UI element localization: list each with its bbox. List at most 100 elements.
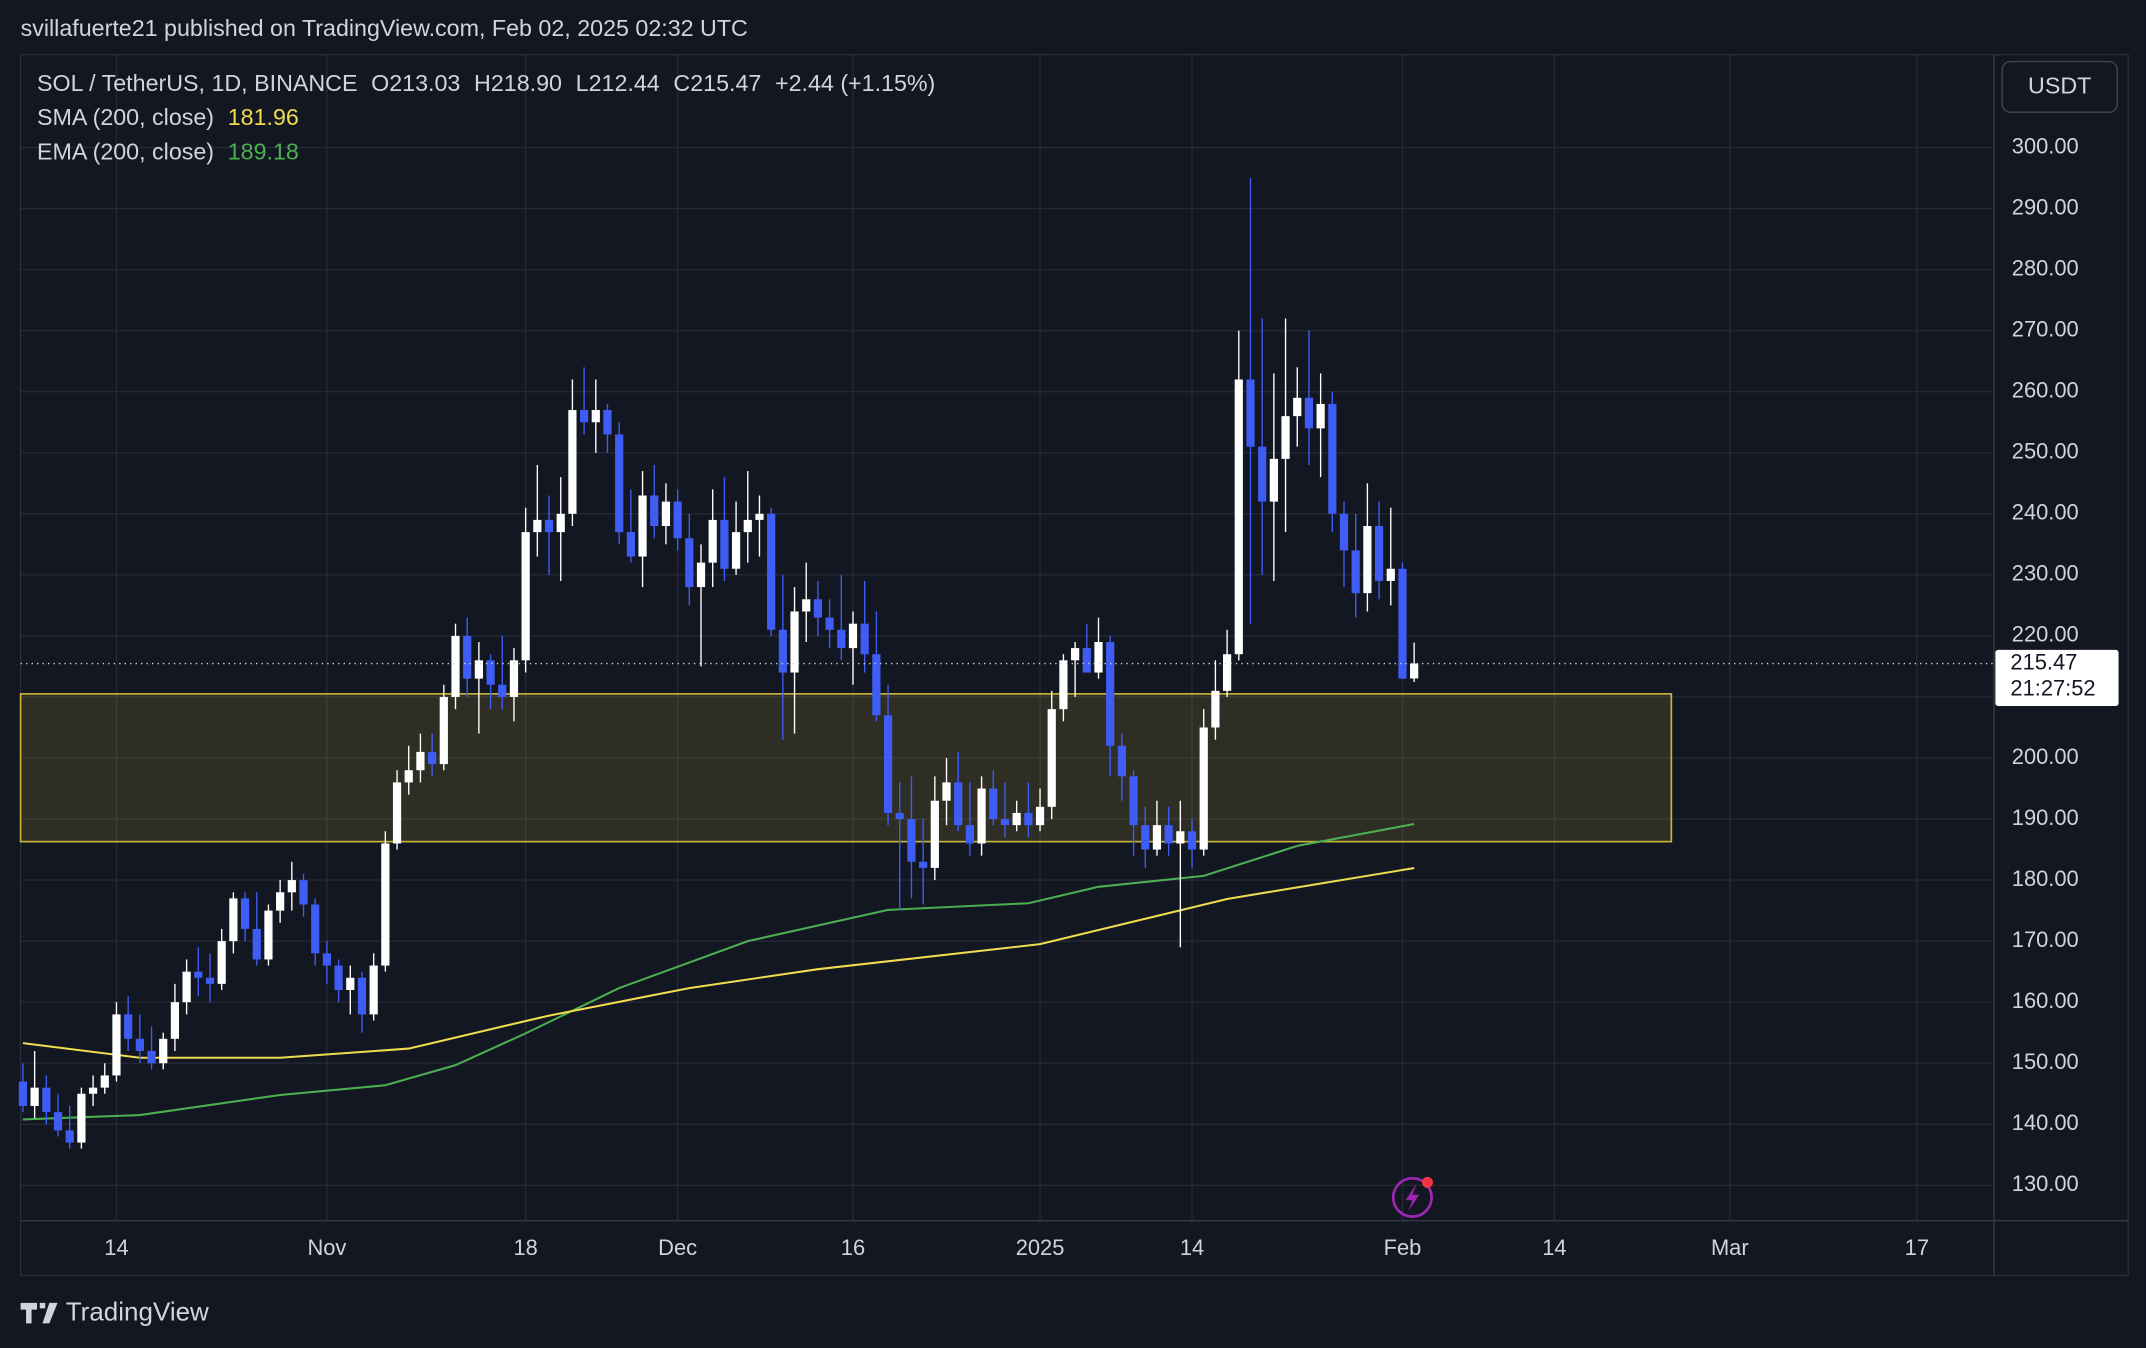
countdown: 21:27:52	[2010, 675, 2095, 700]
candle-body	[1374, 526, 1384, 581]
candle-body	[463, 635, 472, 679]
candle-body	[182, 971, 191, 1003]
candle-body	[416, 751, 425, 771]
candle-body	[124, 1014, 133, 1039]
candle-body	[1059, 660, 1068, 710]
candle-body	[954, 782, 963, 826]
candle-body	[837, 629, 846, 649]
currency[interactable]: USDT	[2028, 73, 2091, 99]
candle-body	[1293, 397, 1302, 417]
candle-body	[1234, 379, 1243, 655]
indicator-line	[22, 822, 1415, 1121]
support-zone	[19, 693, 1673, 843]
candle-body	[615, 434, 624, 533]
candle-body	[1351, 550, 1360, 594]
candle-body	[1129, 776, 1138, 826]
candle-body	[498, 684, 507, 697]
candle-body	[1071, 648, 1080, 661]
y-tick-label: 240.00	[2012, 500, 2079, 525]
y-tick-label: 180.00	[2012, 866, 2079, 891]
candle-body	[1094, 642, 1103, 673]
candle-body	[252, 928, 261, 960]
candle-body	[486, 660, 495, 685]
candle-body	[1035, 806, 1045, 826]
candle-body	[1199, 727, 1208, 850]
candle-body	[1024, 812, 1033, 826]
candle-body	[346, 977, 355, 990]
candle-body	[1176, 831, 1185, 844]
candle-body	[1164, 825, 1173, 844]
frame	[19, 54, 2129, 1277]
ohlc-label: L	[576, 70, 589, 96]
candle-body	[1398, 568, 1407, 679]
candle-body	[743, 519, 752, 533]
ohlc-value: 213.03	[389, 70, 460, 96]
y-tick-label: 300.00	[2012, 133, 2079, 158]
legend-name: EMA (200, close)	[37, 138, 214, 164]
candle-body	[544, 519, 554, 533]
candle-body	[895, 812, 904, 820]
candle-body	[53, 1112, 63, 1131]
candle-body	[474, 660, 483, 679]
alert-icon[interactable]	[1391, 1176, 1433, 1218]
candle-body	[1246, 379, 1255, 447]
candle-body	[568, 410, 577, 514]
candle-body	[720, 519, 729, 569]
candle-body	[1152, 825, 1162, 850]
candle-body	[1339, 513, 1349, 551]
currency-button[interactable]	[2001, 60, 2118, 113]
x-tick-label: Nov	[307, 1235, 346, 1260]
candle-body	[135, 1038, 144, 1052]
candle-body	[813, 599, 823, 618]
x-tick-label: Feb	[1384, 1235, 1422, 1260]
candle-body	[299, 880, 308, 905]
symbol: SOL / TetherUS, 1D, BINANCE	[37, 70, 357, 96]
candle-body	[930, 800, 939, 868]
candle-body	[696, 562, 706, 588]
x-tick-label: 14	[1542, 1235, 1566, 1260]
x-tick-label: 16	[841, 1235, 865, 1260]
candle-body	[965, 825, 975, 844]
y-tick-label: 290.00	[2012, 194, 2079, 219]
candle-body	[1012, 812, 1021, 826]
candle-body	[509, 660, 519, 697]
candle-body	[989, 788, 998, 820]
x-tick-label: 2025	[1016, 1235, 1065, 1260]
indicator-line	[22, 867, 1415, 1059]
candle-body	[1106, 642, 1115, 746]
ohlc-label: H	[474, 70, 491, 96]
candle-body	[65, 1130, 74, 1143]
y-tick-label: 170.00	[2012, 927, 2079, 952]
ohlc-label: O	[371, 70, 389, 96]
candle-body	[88, 1087, 98, 1094]
y-tick-label: 200.00	[2012, 744, 2079, 769]
y-tick-label: 150.00	[2012, 1049, 2079, 1074]
y-tick-label: 190.00	[2012, 805, 2079, 830]
candle-body	[708, 519, 717, 563]
candle-body	[428, 751, 437, 765]
y-tick-label: 140.00	[2012, 1110, 2079, 1135]
candle-body	[579, 410, 589, 423]
candle-body	[533, 519, 542, 533]
candle-body	[802, 599, 811, 612]
candle-body	[673, 501, 682, 539]
candle-body	[451, 635, 460, 697]
x-tick-label: 18	[513, 1235, 537, 1260]
ohlc-value: 215.47	[690, 70, 761, 96]
candle-body	[1222, 654, 1232, 691]
y-tick-label: 220.00	[2012, 622, 2079, 647]
candle-body	[112, 1014, 121, 1076]
candle-body	[755, 513, 764, 520]
candle-body	[147, 1051, 156, 1064]
y-tick-label: 250.00	[2012, 439, 2079, 464]
candle-body	[603, 410, 612, 435]
candle-body	[159, 1038, 168, 1064]
candle-body	[661, 501, 671, 527]
publisher: svillafuerte21 published on TradingView.…	[21, 15, 748, 41]
candle-body	[1328, 403, 1337, 514]
candle-body	[907, 819, 916, 862]
candle-body	[767, 513, 776, 630]
grid	[20, 54, 1995, 1221]
legend-value: 181.96	[228, 104, 299, 130]
candle-body	[100, 1075, 109, 1088]
